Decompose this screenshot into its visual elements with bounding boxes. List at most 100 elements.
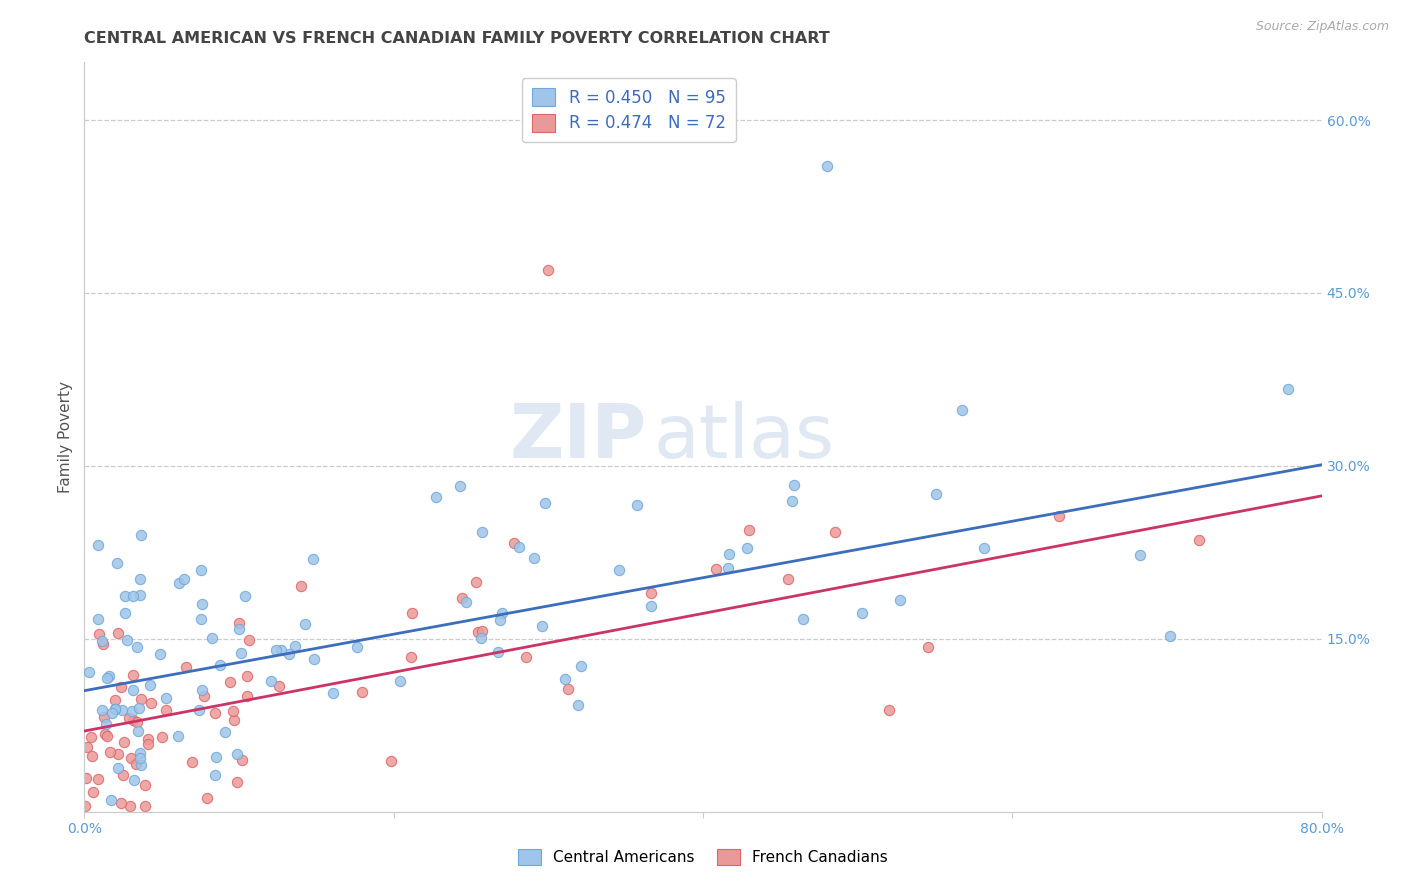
Point: [236, 689, 259, 703]
Point: [925, 487, 948, 501]
Point: [851, 607, 873, 621]
Point: [122, 682, 145, 697]
Point: [125, 715, 148, 730]
Point: [950, 403, 973, 417]
Point: [204, 768, 226, 782]
Point: [471, 624, 494, 639]
Point: [557, 682, 579, 697]
Point: [399, 650, 422, 665]
Point: [824, 524, 846, 539]
Point: [167, 729, 190, 743]
Point: [290, 579, 312, 593]
Point: [125, 756, 148, 771]
Point: [214, 725, 236, 739]
Legend: R = 0.450   N = 95, R = 0.474   N = 72: R = 0.450 N = 95, R = 0.474 N = 72: [522, 78, 735, 142]
Point: [127, 640, 149, 655]
Point: [626, 498, 648, 512]
Point: [640, 586, 662, 600]
Point: [238, 633, 260, 648]
Point: [1047, 509, 1070, 524]
Point: [278, 647, 301, 661]
Point: [205, 750, 228, 764]
Point: [149, 647, 172, 661]
Point: [389, 673, 412, 688]
Point: [222, 704, 245, 718]
Point: [973, 541, 995, 555]
Point: [129, 588, 152, 602]
Point: [738, 523, 761, 537]
Point: [815, 159, 838, 173]
Point: [112, 734, 135, 748]
Point: [229, 646, 252, 660]
Point: [107, 747, 129, 761]
Point: [1188, 533, 1211, 547]
Point: [100, 793, 122, 807]
Point: [129, 572, 152, 586]
Point: [537, 263, 560, 277]
Point: [110, 680, 132, 694]
Point: [93, 727, 115, 741]
Point: [101, 706, 124, 720]
Point: [735, 541, 758, 555]
Point: [104, 693, 127, 707]
Text: ZIP: ZIP: [510, 401, 647, 474]
Point: [134, 779, 156, 793]
Point: [607, 563, 630, 577]
Point: [780, 494, 803, 508]
Point: [190, 612, 212, 626]
Point: [224, 713, 246, 727]
Point: [167, 576, 190, 591]
Point: [778, 572, 800, 586]
Point: [187, 703, 209, 717]
Point: [233, 589, 256, 603]
Point: [80, 731, 103, 745]
Point: [204, 706, 226, 721]
Point: [533, 496, 555, 510]
Point: [136, 737, 159, 751]
Point: [115, 633, 138, 648]
Point: [294, 616, 316, 631]
Point: [73, 799, 96, 814]
Point: [131, 527, 153, 541]
Point: [503, 536, 526, 550]
Point: [128, 751, 150, 765]
Point: [467, 624, 489, 639]
Point: [508, 541, 530, 555]
Y-axis label: Family Poverty: Family Poverty: [58, 381, 73, 493]
Point: [228, 616, 250, 631]
Point: [87, 627, 110, 641]
Point: [717, 560, 740, 574]
Point: [91, 703, 114, 717]
Point: [302, 652, 325, 666]
Point: [155, 703, 177, 717]
Point: [917, 640, 939, 654]
Point: [464, 575, 486, 590]
Point: [82, 785, 104, 799]
Point: [110, 796, 132, 810]
Point: [122, 772, 145, 787]
Point: [228, 622, 250, 636]
Point: [554, 672, 576, 686]
Point: [226, 775, 249, 789]
Point: [174, 660, 197, 674]
Point: [93, 710, 115, 724]
Point: [454, 595, 477, 609]
Point: [284, 639, 307, 653]
Point: [98, 745, 121, 759]
Point: [114, 590, 136, 604]
Text: CENTRAL AMERICAN VS FRENCH CANADIAN FAMILY POVERTY CORRELATION CHART: CENTRAL AMERICAN VS FRENCH CANADIAN FAMI…: [84, 31, 830, 46]
Point: [129, 758, 152, 772]
Point: [260, 673, 283, 688]
Point: [180, 755, 202, 769]
Point: [783, 478, 806, 492]
Point: [1277, 382, 1299, 396]
Point: [118, 711, 141, 725]
Point: [450, 591, 472, 605]
Point: [218, 675, 240, 690]
Point: [425, 490, 447, 504]
Point: [193, 689, 215, 703]
Point: [104, 702, 127, 716]
Point: [879, 703, 901, 717]
Text: Source: ZipAtlas.com: Source: ZipAtlas.com: [1256, 20, 1389, 33]
Point: [1159, 629, 1181, 643]
